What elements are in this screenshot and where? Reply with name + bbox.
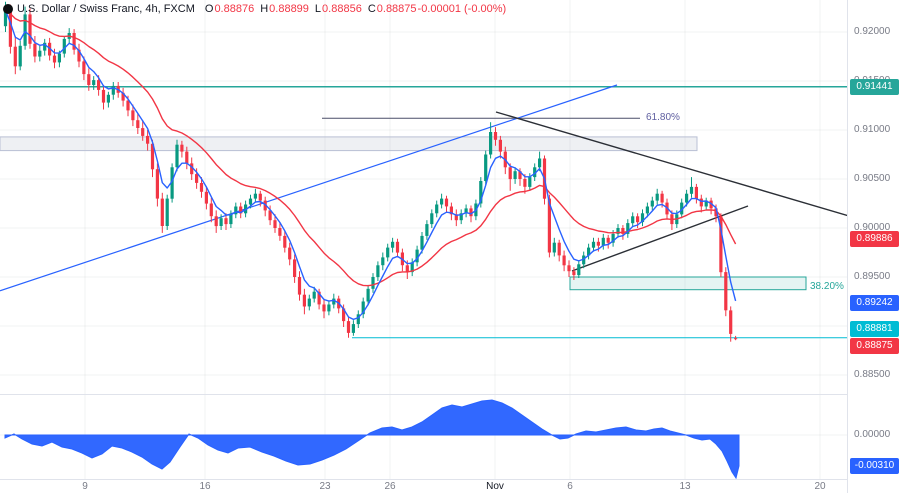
- ohlc-open-label: O: [204, 3, 214, 15]
- symbol-logo-dot: [3, 4, 13, 14]
- symbol-info-bar: U.S. Dollar / Swiss Franc, 4h, FXCM O0.88…: [17, 3, 506, 15]
- price-badge: 0.89886: [850, 231, 899, 247]
- price-axis-label: 0.90000: [854, 222, 891, 233]
- time-axis-label: 13: [679, 481, 691, 492]
- ohlc-high-label: H: [260, 3, 269, 15]
- ascending-trendline[interactable]: [0, 84, 618, 292]
- symbol-title[interactable]: U.S. Dollar / Swiss Franc, 4h, FXCM: [17, 3, 195, 15]
- time-axis-label: 26: [384, 481, 396, 492]
- time-axis[interactable]: 9 16 23 26 Nov 6 13 20: [0, 479, 847, 493]
- fib-382-zone[interactable]: [569, 276, 807, 291]
- ohlc-close-label: C: [367, 3, 376, 15]
- oscillator-area: [4, 399, 740, 480]
- ohlc-close-value: 0.88875: [376, 3, 417, 15]
- price-badge: 0.91441: [850, 79, 899, 95]
- ohlc-low-value: 0.88856: [322, 3, 362, 15]
- price-axis[interactable]: 0.920000.915000.910000.905000.900000.895…: [847, 0, 900, 493]
- price-axis-label: 0.89500: [854, 271, 891, 282]
- time-axis-label: 20: [814, 481, 826, 492]
- price-badge: 0.89242: [850, 295, 899, 311]
- ohlc-open-value: 0.88876: [214, 3, 255, 15]
- price-badge: 0.88875: [850, 338, 899, 354]
- price-axis-label: 0.91000: [854, 124, 891, 135]
- time-axis-label: 16: [199, 481, 211, 492]
- price-axis-label: 0.88500: [854, 369, 891, 380]
- ma-fast-line: [4, 10, 737, 321]
- indicator-axis-label: 0.00000: [854, 429, 891, 440]
- price-axis-label: 0.92000: [854, 26, 891, 37]
- indicator-value-badge: -0.00310: [850, 458, 899, 474]
- candles: [3, 1, 738, 342]
- ohlc-change-value: -0.00001 (-0.00%): [417, 3, 507, 15]
- time-axis-label: 6: [567, 481, 573, 492]
- ohlc-low-label: L: [314, 3, 322, 15]
- supply-zone[interactable]: [0, 136, 698, 152]
- descending-trendline[interactable]: [495, 111, 900, 232]
- time-axis-label: 9: [82, 481, 88, 492]
- time-axis-label: Nov: [486, 481, 504, 492]
- ohlc-high-value: 0.88899: [269, 3, 309, 15]
- price-badge: 0.88881: [850, 321, 899, 337]
- time-axis-label: 23: [319, 481, 331, 492]
- ma-slow-line: [5, 9, 737, 287]
- price-axis-label: 0.90500: [854, 173, 891, 184]
